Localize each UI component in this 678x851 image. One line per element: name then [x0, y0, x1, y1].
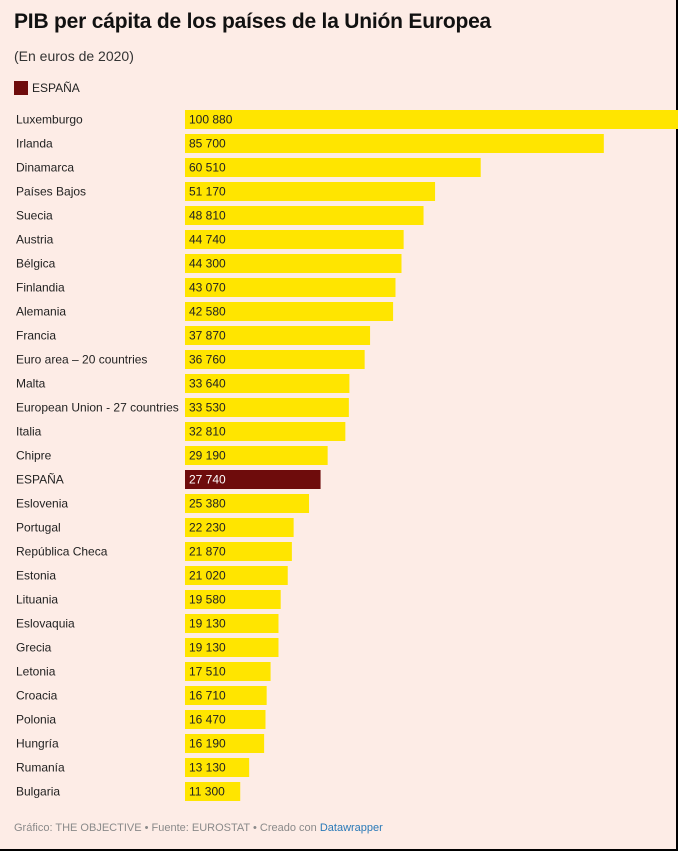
bar [185, 158, 481, 177]
value-label: 19 130 [189, 641, 226, 655]
value-label: 19 580 [189, 593, 226, 607]
bar [185, 182, 436, 201]
category-label: Italia [16, 425, 42, 439]
category-label: Bélgica [16, 257, 56, 271]
value-label: 21 870 [189, 545, 226, 559]
bar [185, 638, 279, 657]
bar [185, 254, 402, 273]
datawrapper-link[interactable]: Datawrapper [319, 822, 383, 834]
bar [185, 374, 350, 393]
bar [185, 230, 404, 249]
value-label: 19 130 [189, 617, 226, 631]
category-label: Hungría [16, 737, 59, 751]
value-label: 44 740 [189, 233, 226, 247]
value-label: 16 710 [189, 689, 226, 703]
category-label: Malta [16, 377, 46, 391]
category-label: Alemania [16, 305, 66, 319]
bar [185, 422, 346, 441]
bar [185, 686, 267, 705]
category-label: Rumanía [16, 761, 65, 775]
bar [185, 302, 394, 321]
value-label: 36 760 [189, 353, 226, 367]
value-label: 16 190 [189, 737, 226, 751]
value-label: 33 640 [189, 377, 226, 391]
chart-footer: Gráfico: THE OBJECTIVE • Fuente: EUROSTA… [14, 822, 383, 834]
bar [185, 758, 250, 777]
value-label: 29 190 [189, 449, 226, 463]
bar [185, 590, 281, 609]
category-label: Chipre [16, 449, 52, 463]
value-label: 22 230 [189, 521, 226, 535]
bar [185, 710, 266, 729]
bar [185, 398, 349, 417]
value-label: 37 870 [189, 329, 226, 343]
category-label: Dinamarca [16, 161, 74, 175]
category-label: Francia [16, 329, 56, 343]
bar [185, 350, 365, 369]
value-label: 42 580 [189, 305, 226, 319]
legend-swatch [14, 81, 28, 95]
bar-highlight [185, 470, 321, 489]
value-label: 21 020 [189, 569, 226, 583]
category-label: Grecia [16, 641, 52, 655]
value-label: 32 810 [189, 425, 226, 439]
bar [185, 734, 265, 753]
category-label: Irlanda [16, 137, 53, 151]
bar [185, 326, 371, 345]
category-label: Luxemburgo [16, 113, 83, 127]
legend-label: ESPAÑA [32, 81, 80, 95]
category-label: República Checa [16, 545, 108, 559]
category-label: Austria [16, 233, 54, 247]
value-label: 16 470 [189, 713, 226, 727]
bar [185, 518, 294, 537]
category-label: Eslovenia [16, 497, 68, 511]
value-label: 44 300 [189, 257, 226, 271]
bar [185, 542, 292, 561]
category-label: Portugal [16, 521, 61, 535]
bar [185, 566, 288, 585]
bar [185, 494, 310, 513]
value-label: 51 170 [189, 185, 226, 199]
value-label: 100 880 [189, 113, 233, 127]
category-label: Suecia [16, 209, 53, 223]
category-label: Polonia [16, 713, 56, 727]
category-label: Estonia [16, 569, 56, 583]
bar [185, 278, 396, 297]
bar [185, 782, 241, 801]
value-label: 48 810 [189, 209, 226, 223]
bar [185, 110, 678, 129]
bar [185, 614, 279, 633]
value-label: 33 530 [189, 401, 226, 415]
chart-subtitle: (En euros de 2020) [14, 48, 134, 64]
category-label: Eslovaquia [16, 617, 75, 631]
legend: ESPAÑA [14, 81, 80, 95]
footer-credits: Gráfico: THE OBJECTIVE • Fuente: EUROSTA… [14, 822, 320, 834]
value-label: 17 510 [189, 665, 226, 679]
category-label: Croacia [16, 689, 58, 703]
category-label: ESPAÑA [16, 473, 64, 487]
value-label: 13 130 [189, 761, 226, 775]
value-label: 27 740 [189, 473, 226, 487]
category-label: Lituania [16, 593, 58, 607]
value-label: 25 380 [189, 497, 226, 511]
category-label: Letonia [16, 665, 56, 679]
category-label: Finlandia [16, 281, 65, 295]
bar [185, 662, 271, 681]
value-label: 60 510 [189, 161, 226, 175]
chart-title: PIB per cápita de los países de la Unión… [14, 10, 492, 33]
bar [185, 446, 328, 465]
category-label: Bulgaria [16, 785, 60, 799]
category-label: Euro area – 20 countries [16, 353, 147, 367]
bar [185, 134, 604, 153]
bar [185, 206, 424, 225]
value-label: 43 070 [189, 281, 226, 295]
category-label: Países Bajos [16, 185, 86, 199]
value-label: 85 700 [189, 137, 226, 151]
category-label: European Union - 27 countries [16, 401, 179, 415]
value-label: 11 300 [189, 785, 225, 799]
